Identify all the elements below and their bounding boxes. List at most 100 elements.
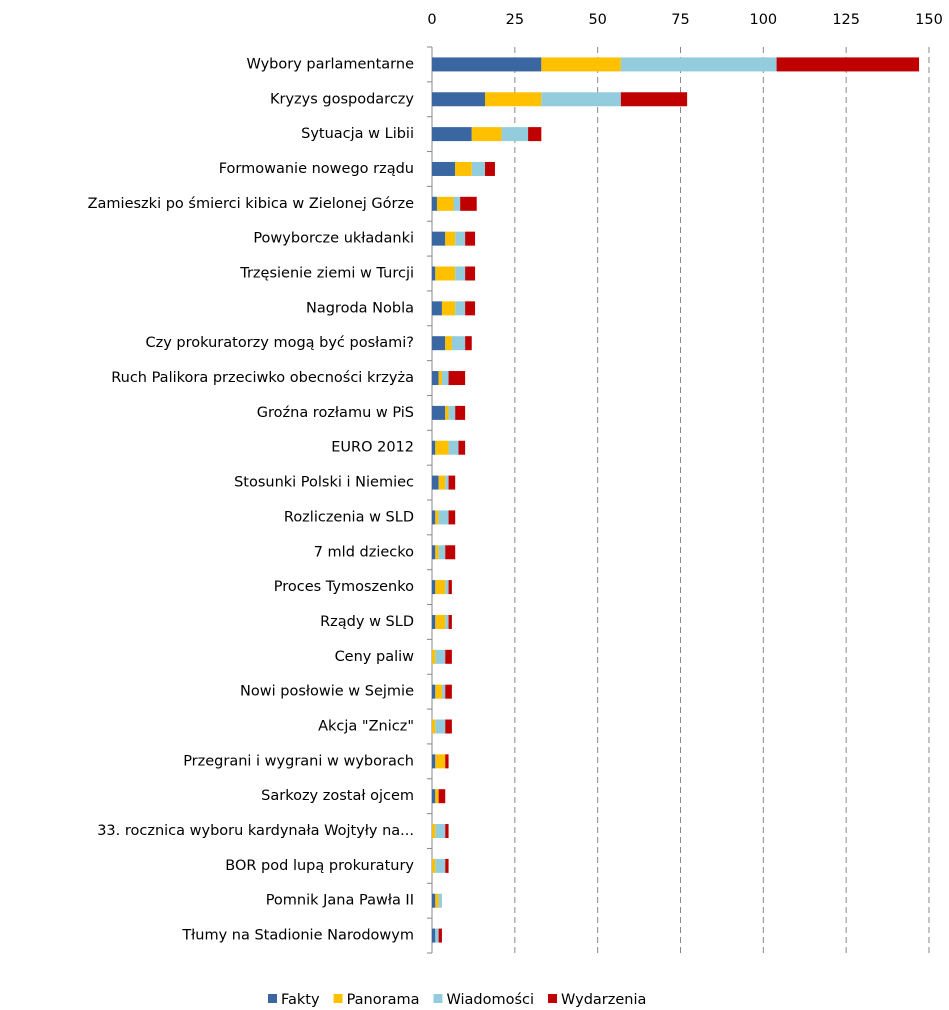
y-tick-label: Zamieszki po śmierci kibica w Zielonej G…	[88, 196, 414, 212]
bar-segment	[432, 580, 436, 595]
bar-segment	[445, 824, 449, 839]
bar-segment	[432, 440, 436, 455]
x-tick-label: 0	[427, 12, 436, 28]
bar-segment	[435, 824, 446, 839]
bar-segment	[465, 301, 476, 316]
bar-segment	[435, 545, 439, 560]
legend-label: Panorama	[347, 992, 420, 1008]
bar-segment	[445, 580, 449, 595]
y-tick-label: Wybory parlamentarne	[247, 56, 415, 72]
bar-segment	[460, 196, 477, 211]
bar-segment	[432, 649, 436, 664]
bar-segment	[485, 161, 495, 176]
legend-swatch	[268, 994, 277, 1003]
bar-segment	[528, 127, 542, 142]
bar-segment	[458, 440, 466, 455]
y-tick-label: Czy prokuratorzy mogą być posłami?	[146, 335, 415, 351]
bar-segment	[445, 719, 452, 734]
legend-label: Fakty	[281, 992, 320, 1008]
bar-segment	[435, 754, 446, 769]
bar-segment	[445, 754, 449, 769]
bar-segment	[432, 161, 456, 176]
y-tick-label: Nagroda Nobla	[306, 300, 414, 316]
bar-segment	[432, 893, 436, 908]
bar-segment	[441, 301, 456, 316]
bar-segment	[455, 301, 466, 316]
y-tick-label: Rozliczenia w SLD	[284, 509, 414, 525]
bar-segment	[438, 371, 442, 386]
bar-segment	[448, 440, 459, 455]
bar-segment	[465, 266, 476, 281]
bar-segment	[435, 928, 439, 943]
bar-segment	[432, 92, 486, 107]
y-tick-label: Powyborcze układanki	[253, 231, 414, 247]
bar-segment	[432, 614, 436, 629]
bar-segment	[435, 893, 439, 908]
legend-label: Wiadomości	[446, 992, 534, 1008]
bar-segment	[448, 614, 452, 629]
bar-segment	[455, 231, 466, 246]
bar-segment	[455, 405, 466, 420]
bar-segment	[465, 336, 472, 351]
y-tick-label: Proces Tymoszenko	[274, 579, 414, 595]
bar-segment	[455, 266, 466, 281]
x-tick-label: 125	[832, 12, 860, 28]
bar-segment	[501, 127, 529, 142]
bar-segment	[438, 928, 442, 943]
y-tick-label: Nowi posłowie w Sejmie	[240, 684, 414, 700]
bar-segment	[432, 231, 446, 246]
y-tick-label: Stosunki Polski i Niemiec	[234, 475, 414, 491]
legend-label: Wydarzenia	[561, 992, 646, 1008]
bar-segment	[445, 684, 452, 699]
bar-segment	[432, 684, 436, 699]
bar-segment	[432, 57, 542, 72]
legend-swatch	[333, 994, 343, 1003]
bar-segment	[620, 57, 777, 72]
bar-segment	[451, 336, 466, 351]
y-tick-label: Sytuacja w Libii	[301, 126, 414, 142]
y-tick-label: Ruch Palikora przeciwko obecności krzyża	[111, 370, 414, 386]
bar-segment	[432, 405, 446, 420]
bar-segment	[432, 371, 439, 386]
bar-segment	[438, 893, 442, 908]
legend-swatch	[548, 994, 558, 1003]
bar-segment	[432, 754, 436, 769]
bar-segment	[471, 127, 502, 142]
bar-segment	[435, 719, 446, 734]
x-tick-label: 150	[915, 12, 943, 28]
bar-segment	[441, 371, 449, 386]
bar-segment	[438, 789, 446, 804]
bar-segment	[445, 475, 449, 490]
bar-segment	[432, 266, 436, 281]
bar-segment	[432, 301, 442, 316]
y-tick-label: EURO 2012	[331, 440, 414, 456]
bar-segment	[445, 649, 452, 664]
bar-segment	[435, 510, 439, 525]
bar-segment	[432, 196, 437, 211]
bar-segment	[435, 858, 446, 873]
bar-segment	[776, 57, 920, 72]
bar-segment	[438, 545, 446, 560]
y-tick-label: Kryzys gospodarczy	[270, 91, 414, 107]
bar-segment	[448, 405, 456, 420]
y-tick-label: Przegrani i wygrani w wyborach	[183, 753, 414, 769]
y-tick-label: 7 mld dziecko	[314, 544, 414, 560]
bar-segment	[455, 161, 472, 176]
bar-segment	[445, 231, 456, 246]
y-tick-label: Pomnik Jana Pawła II	[266, 893, 414, 909]
y-tick-label: Formowanie nowego rządu	[219, 161, 414, 177]
legend-swatch	[433, 994, 443, 1003]
bar-segment	[432, 545, 436, 560]
bar-segment	[485, 92, 542, 107]
bar-segment	[435, 649, 446, 664]
bar-segment	[432, 789, 436, 804]
bar-segment	[465, 231, 476, 246]
bar-segment	[445, 545, 456, 560]
bar-segment	[435, 440, 449, 455]
x-tick-label: 25	[506, 12, 524, 28]
x-tick-label: 100	[749, 12, 777, 28]
bar-segment	[432, 336, 446, 351]
bar-segment	[541, 92, 621, 107]
